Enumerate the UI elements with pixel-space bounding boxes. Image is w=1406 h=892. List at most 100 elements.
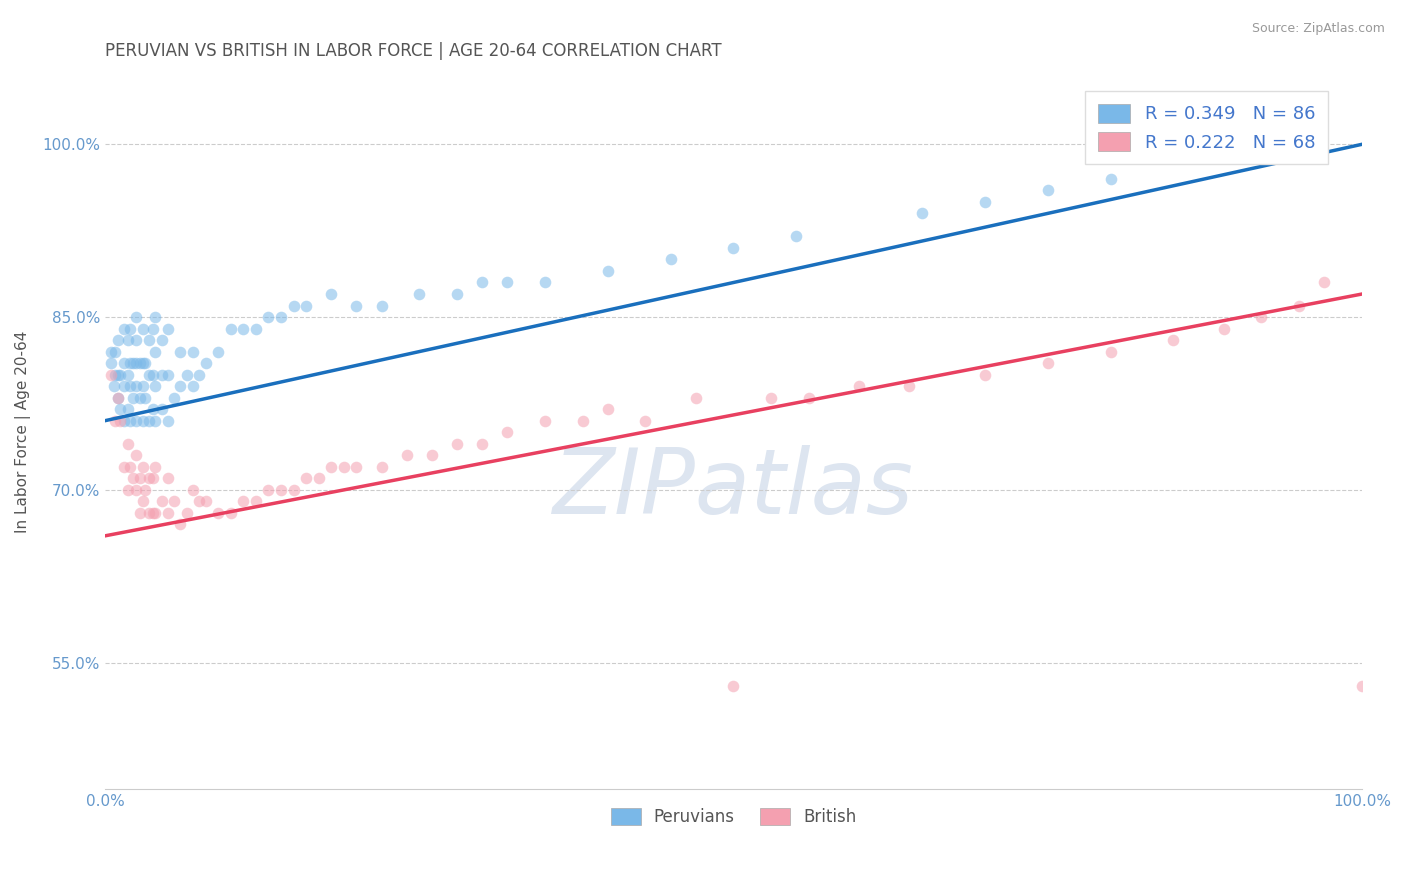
Point xyxy=(420,448,443,462)
Point xyxy=(120,356,142,370)
Point xyxy=(245,494,267,508)
Point xyxy=(150,402,173,417)
Point xyxy=(370,299,392,313)
Point xyxy=(134,356,156,370)
Point xyxy=(121,356,143,370)
Point xyxy=(104,368,127,382)
Point xyxy=(911,206,934,220)
Point xyxy=(232,321,254,335)
Point xyxy=(104,344,127,359)
Point xyxy=(257,310,280,324)
Point xyxy=(1250,310,1272,324)
Point xyxy=(1288,299,1310,313)
Point xyxy=(156,414,179,428)
Point xyxy=(117,368,139,382)
Point xyxy=(219,321,242,335)
Point xyxy=(134,391,156,405)
Point xyxy=(534,414,557,428)
Point xyxy=(121,471,143,485)
Point xyxy=(1212,321,1234,335)
Point xyxy=(143,506,166,520)
Point xyxy=(270,310,292,324)
Point xyxy=(129,391,152,405)
Point xyxy=(112,379,135,393)
Point xyxy=(108,402,131,417)
Point xyxy=(129,506,152,520)
Point xyxy=(446,287,468,301)
Point xyxy=(408,287,430,301)
Text: Source: ZipAtlas.com: Source: ZipAtlas.com xyxy=(1251,22,1385,36)
Point xyxy=(131,459,153,474)
Point xyxy=(131,356,153,370)
Point xyxy=(142,368,165,382)
Point xyxy=(344,299,367,313)
Point xyxy=(181,379,204,393)
Point xyxy=(107,368,129,382)
Point xyxy=(125,414,148,428)
Point xyxy=(112,321,135,335)
Point xyxy=(176,368,198,382)
Point xyxy=(471,276,494,290)
Point xyxy=(1099,344,1122,359)
Point xyxy=(112,459,135,474)
Point xyxy=(138,333,160,347)
Point xyxy=(117,436,139,450)
Point xyxy=(333,459,356,474)
Point xyxy=(143,414,166,428)
Point xyxy=(108,414,131,428)
Point xyxy=(1036,183,1059,197)
Point xyxy=(395,448,418,462)
Point xyxy=(131,494,153,508)
Point xyxy=(295,299,318,313)
Point xyxy=(138,414,160,428)
Point xyxy=(143,379,166,393)
Point xyxy=(1263,137,1285,152)
Point xyxy=(142,402,165,417)
Point xyxy=(596,402,619,417)
Point xyxy=(112,414,135,428)
Point xyxy=(283,483,305,497)
Point xyxy=(295,471,318,485)
Text: PERUVIAN VS BRITISH IN LABOR FORCE | AGE 20-64 CORRELATION CHART: PERUVIAN VS BRITISH IN LABOR FORCE | AGE… xyxy=(105,42,721,60)
Point xyxy=(143,459,166,474)
Point xyxy=(207,506,229,520)
Point xyxy=(973,368,995,382)
Point xyxy=(156,506,179,520)
Point xyxy=(112,356,135,370)
Point xyxy=(219,506,242,520)
Point xyxy=(723,679,745,693)
Point xyxy=(344,459,367,474)
Point xyxy=(685,391,707,405)
Point xyxy=(138,368,160,382)
Point xyxy=(723,241,745,255)
Point xyxy=(108,368,131,382)
Point xyxy=(138,471,160,485)
Point xyxy=(257,483,280,497)
Point xyxy=(571,414,593,428)
Point xyxy=(156,321,179,335)
Point xyxy=(898,379,921,393)
Point xyxy=(194,494,217,508)
Point xyxy=(107,333,129,347)
Point xyxy=(245,321,267,335)
Point xyxy=(131,414,153,428)
Point xyxy=(107,391,129,405)
Point xyxy=(181,344,204,359)
Point xyxy=(188,494,211,508)
Point xyxy=(181,483,204,497)
Point xyxy=(125,483,148,497)
Point xyxy=(634,414,657,428)
Point xyxy=(370,459,392,474)
Point xyxy=(120,459,142,474)
Point xyxy=(1036,356,1059,370)
Point xyxy=(125,310,148,324)
Point xyxy=(1163,333,1185,347)
Point xyxy=(496,425,519,440)
Point xyxy=(131,379,153,393)
Point xyxy=(103,379,125,393)
Text: ZIPatlas: ZIPatlas xyxy=(553,445,914,533)
Point xyxy=(125,333,148,347)
Point xyxy=(496,276,519,290)
Y-axis label: In Labor Force | Age 20-64: In Labor Force | Age 20-64 xyxy=(15,331,31,533)
Point xyxy=(150,368,173,382)
